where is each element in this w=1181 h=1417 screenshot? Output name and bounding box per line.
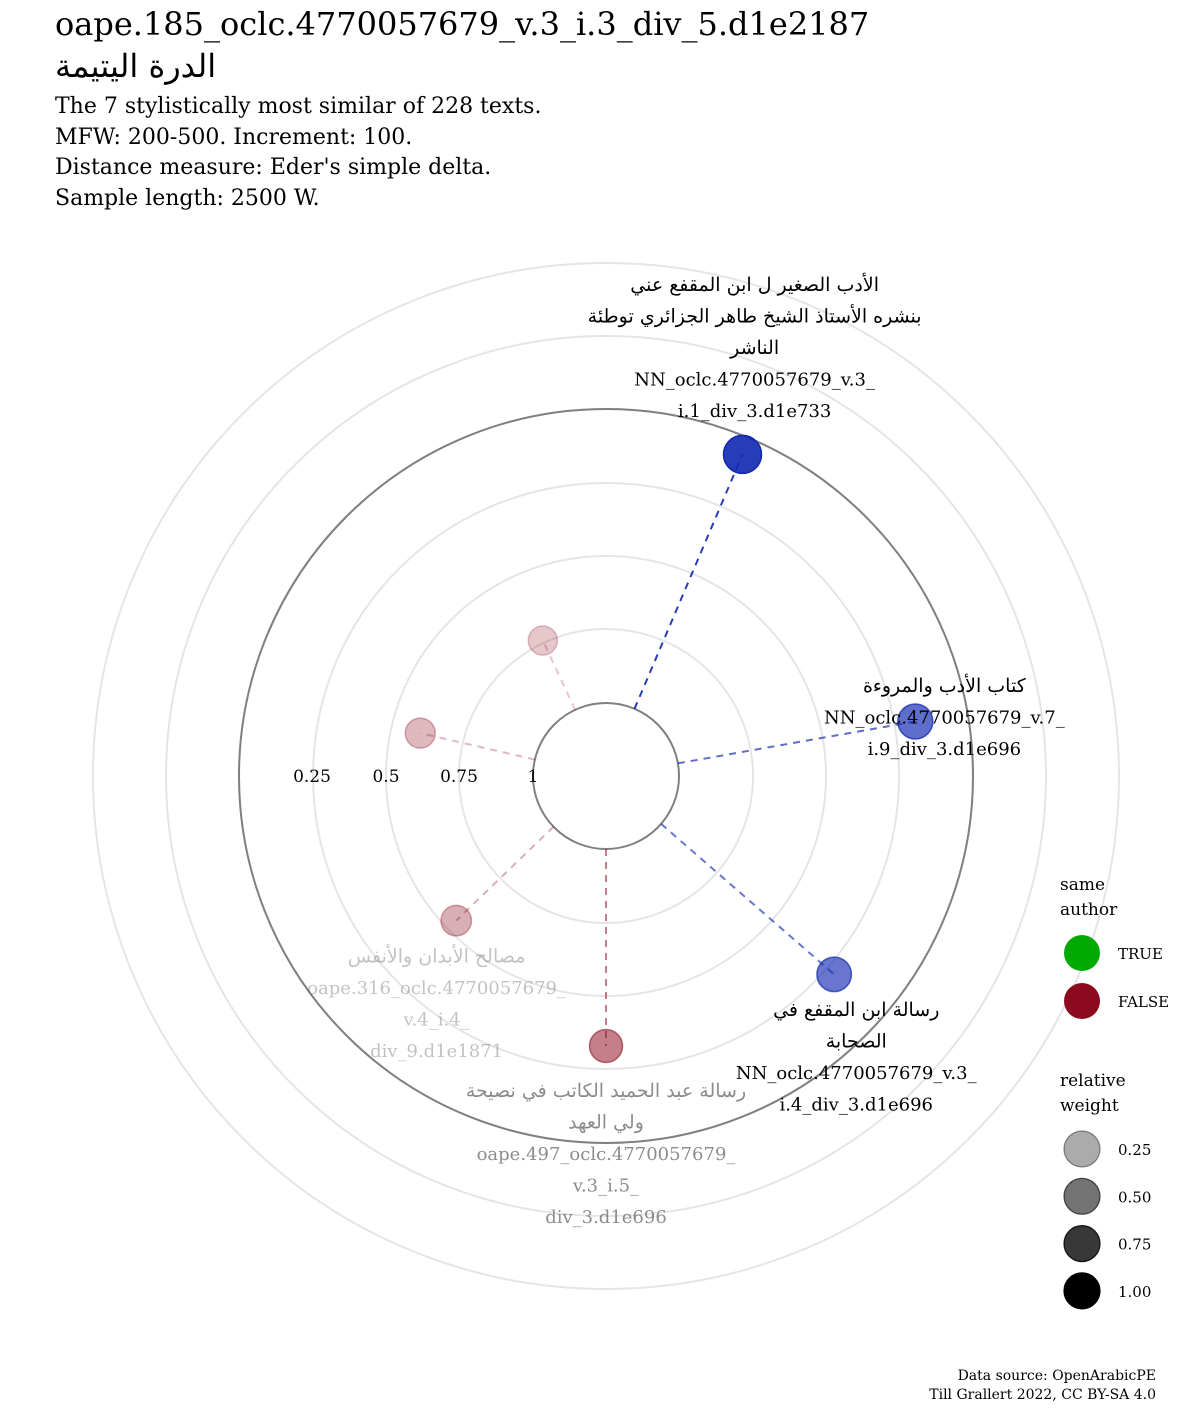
legend-label: TRUE — [1118, 945, 1163, 963]
connector-line — [633, 454, 744, 710]
credit-caption: Till Grallert 2022, CC BY-SA 4.0 — [929, 1387, 1156, 1403]
data-point — [404, 717, 437, 749]
data-point — [588, 1028, 624, 1064]
legend-weight-swatch — [1063, 1177, 1101, 1215]
grid-ring-1 — [458, 628, 754, 924]
point-label-arabic: بنشره الأستاذ الشيخ طاهر الجزائري توطئة — [588, 304, 922, 328]
connector-lines — [420, 454, 916, 1046]
point-label-id: NN_oclc.4770057679_v.7_ — [824, 707, 1065, 728]
chart-subtitle: The 7 stylistically most similar of 228 … — [55, 92, 541, 214]
inner-ring — [532, 702, 680, 850]
point-label-arabic: الناشر — [729, 337, 779, 359]
radial-axis-label: 0.75 — [440, 767, 478, 787]
point-labels: الأدب الصغير ل ابن المقفع عني بنشره الأست… — [307, 272, 1065, 1228]
legend-label: 0.50 — [1118, 1188, 1151, 1206]
grid-ring-6 — [92, 262, 1120, 1290]
legend-weight-swatch — [1063, 1130, 1101, 1168]
data-points — [404, 434, 934, 1064]
data-point — [527, 625, 559, 656]
legend-label: 1.00 — [1118, 1283, 1151, 1301]
chart-title: oape.185_oclc.4770057679_v.3_i.3_div_5.d… — [55, 5, 870, 43]
grid-ring-5 — [165, 335, 1047, 1217]
subtitle-line-3: Distance measure: Eder's simple delta. — [55, 155, 492, 180]
data-point — [897, 703, 934, 740]
point-label-arabic: الأدب الصغير ل ابن المقفع عني — [630, 272, 879, 296]
point-label-arabic: ولي العهد — [568, 1112, 644, 1134]
data-point — [816, 956, 853, 993]
point-label-arabic: رسالة ابن المقفع في — [773, 999, 939, 1021]
data-point — [722, 434, 763, 475]
legend-weight-swatch — [1063, 1272, 1101, 1310]
point-label-id: oape.497_oclc.4770057679_ — [477, 1144, 736, 1165]
point-label-id: v.4_i.4_ — [403, 1009, 470, 1030]
legend-weight-swatch — [1063, 1224, 1101, 1263]
legend-swatch-true — [1064, 935, 1100, 971]
data-point — [440, 904, 473, 937]
legend-same-author-title: same author — [1060, 875, 1118, 920]
point-label-id: oape.316_oclc.4770057679_ — [307, 978, 566, 999]
point-label-arabic: مصالح الأبدان والأنفس — [348, 943, 526, 967]
legend-label: 0.25 — [1118, 1141, 1151, 1159]
chart-title-arabic: الدرة اليتيمة — [55, 47, 217, 85]
point-label-id: div_9.d1e1871 — [370, 1041, 503, 1062]
radial-axis-label: 1 — [528, 767, 539, 787]
point-label-id: i.9_div_3.d1e696 — [868, 739, 1022, 760]
legend-swatch-false — [1064, 983, 1100, 1019]
connector-line — [677, 720, 916, 765]
point-label-arabic: الصحابة — [826, 1031, 887, 1053]
point-label-id: i.1_div_3.d1e733 — [678, 401, 832, 422]
outer-ring — [238, 408, 974, 1144]
legend-label: 0.75 — [1118, 1236, 1151, 1254]
subtitle-line-4: Sample length: 2500 W. — [55, 185, 320, 211]
legend: TRUE FALSE 0.25 0.50 0.75 1.00 — [1063, 935, 1169, 1310]
grid-ring-3 — [312, 482, 900, 1070]
point-label-id: v.3_i.5_ — [572, 1176, 639, 1197]
point-label-id: NN_oclc.4770057679_v.3_ — [736, 1063, 977, 1084]
legend-relative-weight-title: relative weight — [1060, 1071, 1126, 1116]
point-label-arabic: رسالة عبد الحميد الكاتب في نصيحة — [466, 1080, 746, 1102]
data-source-caption: Data source: OpenArabicPE — [957, 1368, 1156, 1384]
point-label-id: div_3.d1e696 — [545, 1207, 667, 1228]
radial-axis-labels: 0.25 0.5 0.75 1 — [293, 767, 538, 787]
connector-line — [455, 825, 555, 922]
point-label-id: i.4_div_3.d1e696 — [779, 1095, 933, 1116]
point-label-arabic: كتاب الأدب والمروءة — [863, 673, 1027, 697]
radial-axis-label: 0.5 — [372, 767, 399, 787]
radial-axis-label: 0.25 — [293, 767, 331, 787]
point-label-id: NN_oclc.4770057679_v.3_ — [634, 370, 875, 391]
connector-line — [420, 732, 536, 761]
legend-label: FALSE — [1118, 993, 1169, 1011]
subtitle-line-1: The 7 stylistically most similar of 228 … — [55, 94, 542, 119]
subtitle-line-2: MFW: 200-500. Increment: 100. — [55, 124, 413, 150]
radial-grid — [92, 262, 1120, 1290]
